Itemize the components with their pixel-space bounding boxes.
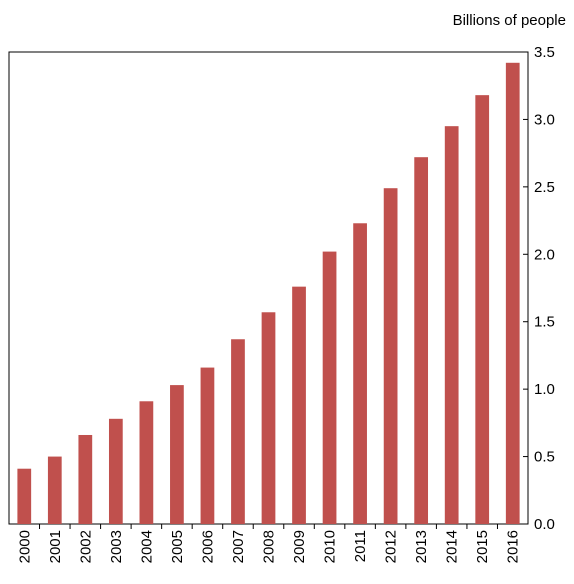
- y-tick-label: 1.0: [534, 381, 555, 398]
- x-tick-label: 2013: [413, 530, 430, 563]
- bar-2010: [322, 251, 337, 524]
- bar-2015: [475, 95, 490, 525]
- x-tick-label: 2005: [169, 530, 186, 563]
- x-tick-label: 2011: [352, 530, 369, 562]
- x-tick-label: 2016: [505, 530, 522, 563]
- x-tick-label: 2007: [230, 530, 247, 563]
- x-tick-label: 2000: [16, 530, 33, 563]
- x-tick-label: 2012: [383, 530, 400, 563]
- bar-2016: [505, 62, 520, 524]
- x-tick-label: 2009: [291, 530, 308, 563]
- y-tick-label: 1.5: [534, 314, 555, 331]
- x-tick-label: 2002: [77, 530, 94, 563]
- bar-2012: [383, 188, 398, 524]
- bar-2004: [139, 401, 154, 524]
- bar-2002: [78, 434, 93, 524]
- bar-2000: [17, 468, 32, 524]
- x-axis: 2000 2001 2002 2003 2004 2005 2006 2007 2008 2009…: [16, 524, 522, 563]
- x-tick-label: 2003: [108, 530, 125, 563]
- y-tick-label: 2.5: [534, 179, 555, 196]
- y-tick-label: 3.5: [534, 44, 555, 61]
- x-tick-label: 2014: [444, 530, 461, 563]
- y-tick-label: 3.0: [534, 111, 555, 128]
- y-tick-label: 0.5: [534, 449, 555, 466]
- bar-2006: [200, 367, 215, 524]
- x-tick-label: 2004: [138, 530, 155, 563]
- y-tick-label: 0.0: [534, 516, 555, 533]
- bar-2009: [292, 286, 306, 524]
- bar-2003: [108, 418, 123, 524]
- bar-2011: [353, 223, 367, 524]
- bar-2007: [231, 339, 245, 524]
- bar-2008: [261, 312, 276, 524]
- x-tick-label: 2008: [261, 530, 278, 563]
- x-tick-label: 2010: [322, 530, 339, 563]
- x-tick-label: 2006: [199, 530, 216, 563]
- x-tick-label: 2015: [474, 530, 491, 563]
- bar-2005: [170, 385, 184, 524]
- bar-2001: [47, 456, 62, 524]
- bar-2013: [414, 157, 429, 524]
- y-axis-title: Billions of people: [452, 12, 566, 29]
- x-tick-label: 2001: [47, 530, 64, 563]
- y-tick-label: 2.0: [534, 246, 555, 263]
- bar-2014: [444, 126, 459, 525]
- y-axis: 0.0 0.5 1.0 1.5 2.0 2.5 3.0 3.5: [523, 44, 555, 533]
- bars-group: [17, 62, 520, 525]
